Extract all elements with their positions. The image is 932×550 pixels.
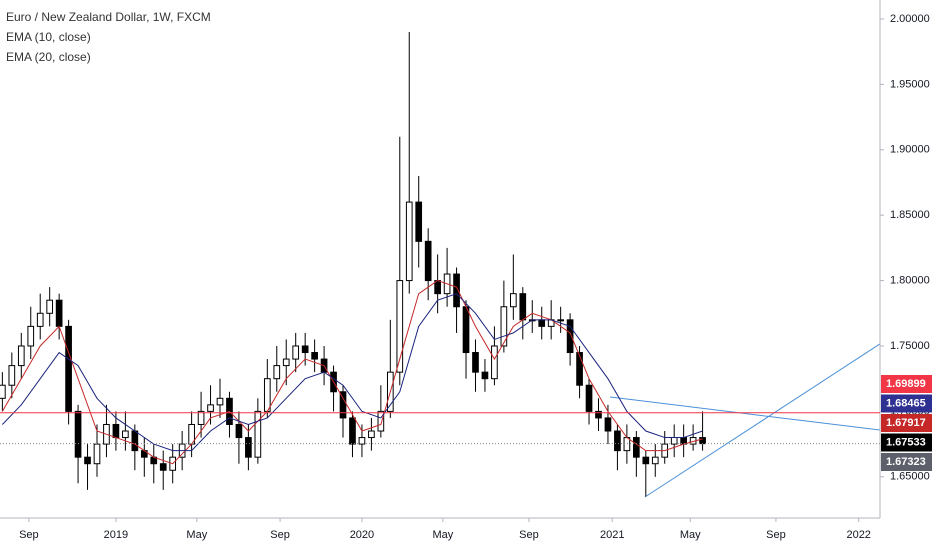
y-tick-label: 1.95000 [890,78,930,90]
x-tick-label: Sep [766,529,786,541]
candle-body [112,423,120,439]
legend-entry: EMA (20, close) [6,50,91,64]
candle-body [273,365,281,380]
x-tick-label: 2021 [600,529,624,541]
candle-body [282,358,290,367]
candle-body [159,463,167,471]
candle-body [670,437,678,445]
trendline [644,343,880,498]
candle-body [405,201,413,282]
candle-body [349,417,356,445]
candle-body [8,365,16,386]
candle-body [651,456,659,465]
x-tick-label: 2022 [846,529,870,541]
candle-body [585,384,593,412]
candle-body [207,404,214,412]
candle-body [424,240,432,282]
candle-body [614,430,621,452]
chart-title: Euro / New Zealand Dollar, 1W, FXCM [6,10,211,24]
candle-body [292,345,300,360]
y-tick-label: 1.90000 [890,144,930,156]
candle-body [74,410,82,458]
candle-body [55,299,63,327]
price-marker-label: 1.69899 [886,378,926,390]
price-marker [881,453,932,471]
candle-body [254,410,262,458]
candle-body [462,306,470,354]
trendline [609,396,880,431]
price-marker [881,433,932,452]
candle-body [17,345,25,367]
ema-line [1,280,703,465]
candle-body [46,299,54,314]
candle-body [472,352,479,373]
price-marker-label: 1.67323 [886,456,926,468]
candle-body [65,325,72,412]
candle-body [633,437,640,458]
x-tick-label: Sep [270,529,290,541]
candle-body [415,201,423,242]
plot-area [0,32,880,498]
candle-body [642,456,650,465]
candle-body [84,456,91,465]
candle-body [368,430,375,439]
candle-body [339,391,347,419]
price-marker-label: 1.68465 [886,397,926,409]
candle-body [453,273,460,308]
candle-body [93,443,101,465]
candle-body [311,352,318,360]
candle-body [396,280,404,373]
candle-body [519,293,527,321]
candle-body [481,371,489,380]
candle-body [509,293,517,308]
candle-body [699,437,706,445]
candle-body [245,437,252,458]
price-marker [881,414,932,432]
candle-body [301,345,309,354]
y-tick-label: 2.00000 [890,13,930,25]
candle-body [235,423,243,439]
candle-body [557,319,564,322]
candle-body [27,325,35,347]
price-marker-label: 1.67917 [886,417,926,429]
candle-body [566,319,574,354]
x-tick-label: Sep [519,529,539,541]
candle-body [500,306,508,347]
ema-line [2,293,703,452]
x-tick-label: 2019 [104,529,128,541]
x-tick-label: Sep [19,529,39,541]
price-marker [881,394,932,413]
candle-body [604,417,612,432]
x-tick-label: May [680,529,701,541]
candle-body [122,430,129,439]
candle-body [491,345,498,380]
candle-body [0,384,6,399]
x-tick-label: 2020 [350,529,374,541]
y-tick-label: 1.85000 [890,209,930,221]
candle-body [358,437,366,445]
price-marker-label: 1.67533 [886,436,926,448]
candle-body [263,378,271,412]
x-tick-label: May [186,529,207,541]
y-tick-label: 1.75000 [890,340,930,352]
candle-body [197,410,205,425]
x-tick-label: May [432,529,453,541]
price-marker [881,375,932,393]
candle-body [538,319,546,327]
candle-body [576,352,583,386]
candle-body [595,410,602,419]
legend-entry: EMA (10, close) [6,30,91,44]
y-tick-label: 1.80000 [890,274,930,286]
y-tick-label: 1.65000 [890,471,930,483]
candle-body [131,430,139,452]
candle-body [216,397,224,406]
candle-body [36,312,44,327]
candle-body [377,410,385,432]
